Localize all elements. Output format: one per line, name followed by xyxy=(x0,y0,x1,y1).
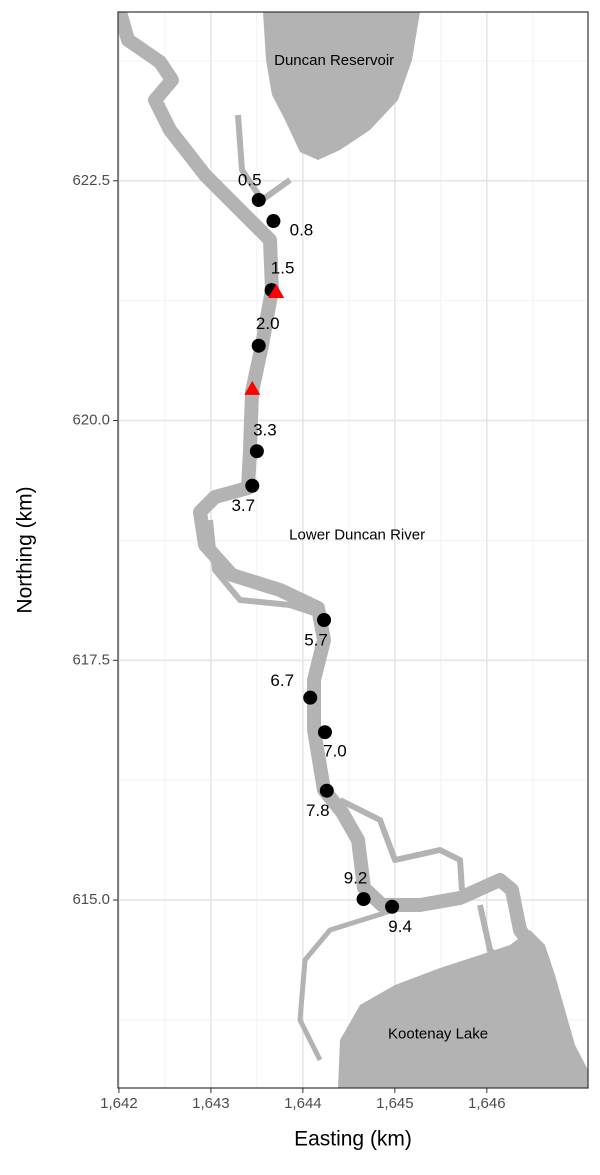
triangle-point xyxy=(268,284,285,299)
y-tick-label: 620.0 xyxy=(72,412,110,429)
x-tick-label: 1,644 xyxy=(284,1095,322,1112)
x-tick-label: 1,645 xyxy=(376,1095,414,1112)
point xyxy=(251,338,266,353)
map-shapes xyxy=(118,12,588,1088)
panel-border xyxy=(117,11,589,1089)
river-branch xyxy=(338,797,465,891)
marks: Duncan Reservoir Lower Duncan River Kooten… xyxy=(231,52,488,1042)
y-tick-label: 617.5 xyxy=(72,651,110,668)
y-tick-label: 622.5 xyxy=(72,172,110,189)
point-label: 0.8 xyxy=(290,221,314,240)
river-branch xyxy=(297,902,411,1062)
point xyxy=(317,613,332,628)
point xyxy=(251,192,266,207)
river-branch xyxy=(207,519,321,618)
point-label: 9.4 xyxy=(388,917,412,936)
lake xyxy=(338,930,588,1088)
reservoir xyxy=(263,12,420,160)
annotation: Duncan Reservoir xyxy=(274,52,394,69)
point xyxy=(245,478,260,493)
x-tick-label: 1,642 xyxy=(100,1095,138,1112)
x-tick-label: 1,646 xyxy=(468,1095,506,1112)
point xyxy=(319,783,334,798)
point-label: 2.0 xyxy=(256,314,280,333)
point xyxy=(249,444,264,459)
point-label: 0.5 xyxy=(238,170,262,189)
point-label: 3.7 xyxy=(231,496,255,515)
point xyxy=(385,899,400,914)
point-label: 7.0 xyxy=(323,742,347,761)
annotation: Lower Duncan River xyxy=(289,527,425,544)
river-branch xyxy=(235,114,292,203)
x-axis-title: Easting (km) xyxy=(294,1128,412,1151)
point-label: 7.8 xyxy=(306,801,330,820)
x-tick-label: 1,643 xyxy=(192,1095,230,1112)
point xyxy=(303,690,318,705)
river-branch xyxy=(477,904,503,963)
point-label: 9.2 xyxy=(344,869,368,888)
y-axis-title: Northing (km) xyxy=(14,486,37,613)
point xyxy=(356,892,371,907)
point-label: 6.7 xyxy=(270,671,294,690)
triangle-point xyxy=(244,380,261,395)
point-label: 5.7 xyxy=(304,630,328,649)
annotation: Kootenay Lake xyxy=(388,1025,488,1042)
y-tick-label: 615.0 xyxy=(72,891,110,908)
point xyxy=(317,725,332,740)
point-label: 1.5 xyxy=(271,259,295,278)
point-label: 3.3 xyxy=(253,421,277,440)
point xyxy=(266,214,281,229)
